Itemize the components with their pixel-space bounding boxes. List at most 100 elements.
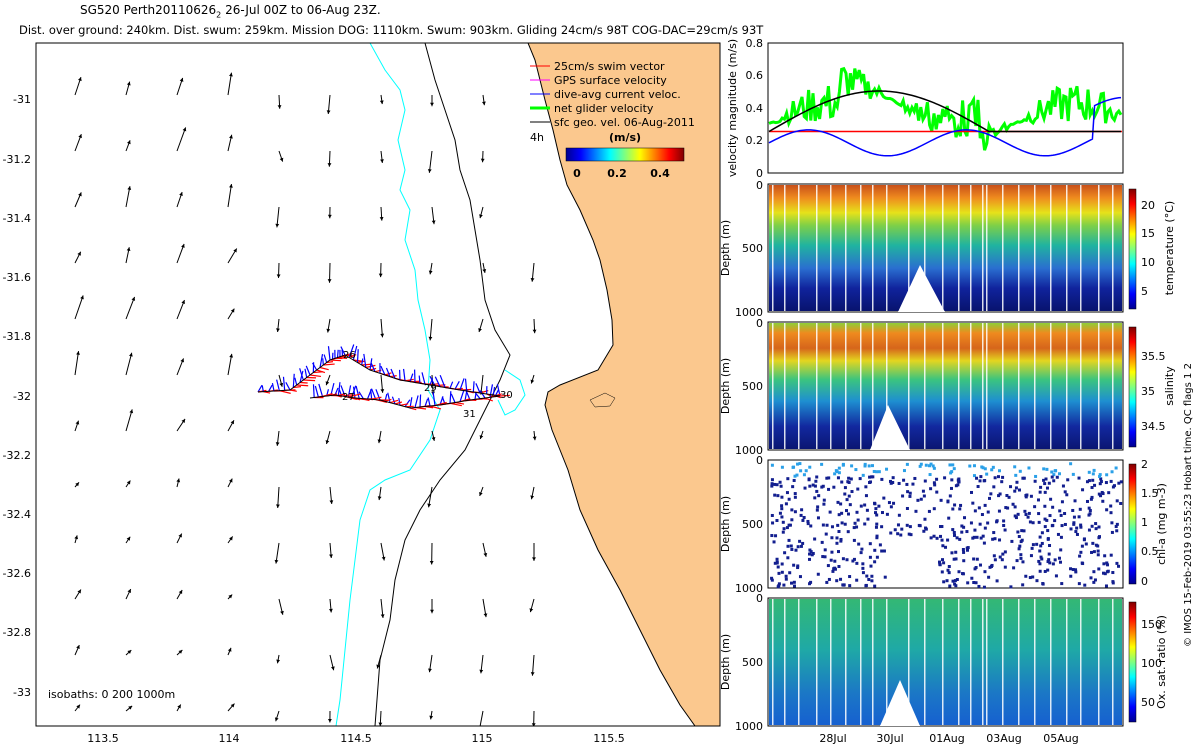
dac-vector <box>492 386 496 396</box>
rottnest-island <box>589 392 616 408</box>
chla-sample <box>977 506 981 510</box>
arrow-head <box>377 439 382 444</box>
chla-sample <box>882 549 886 553</box>
dac-vector <box>299 370 304 383</box>
dac-vector <box>305 365 311 376</box>
ox-depth-500: 500 <box>742 656 763 669</box>
profile-gap <box>958 323 960 449</box>
current-arrow <box>428 150 433 173</box>
chla-sample <box>847 476 851 480</box>
chla-sample <box>773 493 777 497</box>
dac-vector <box>369 358 373 371</box>
arrow-head <box>430 609 434 614</box>
arrow-head <box>279 382 284 387</box>
oxygen-blank-wedge <box>880 680 920 726</box>
chla-sample <box>942 580 946 584</box>
chla-sample <box>880 511 884 515</box>
arrow-head <box>327 163 332 167</box>
chla-sample <box>786 556 790 560</box>
chla-sample <box>1047 481 1051 485</box>
chla-sample <box>1073 499 1077 503</box>
chla-sample <box>1040 541 1044 545</box>
chla-sample <box>784 502 788 506</box>
chla-sample <box>771 521 775 525</box>
chla-sample <box>792 465 796 469</box>
arrow-head <box>380 614 385 618</box>
profile-gap <box>982 323 984 449</box>
chla-sample <box>1093 483 1097 487</box>
profile-gap <box>982 599 984 725</box>
chla-sample <box>793 495 797 499</box>
chla-sample <box>770 463 774 467</box>
chla-sample <box>1074 568 1078 572</box>
chla-sample <box>1016 512 1020 516</box>
chla-sample <box>1048 544 1052 548</box>
chla-sample <box>851 559 855 563</box>
arrow-head <box>77 251 81 256</box>
chla-sample <box>820 462 824 466</box>
chla-sample <box>1077 476 1081 480</box>
chla-sample <box>1091 478 1095 482</box>
chla-sample <box>960 530 964 534</box>
lon-tick-114: 114 <box>219 732 240 745</box>
chla-sample <box>1097 492 1101 496</box>
arrow-head <box>181 243 185 248</box>
ox-cbar-50: 50 <box>1141 696 1155 709</box>
chla-sample <box>1035 542 1039 546</box>
chla-sample <box>816 505 820 509</box>
dac-vector <box>419 394 422 408</box>
dac-vector <box>391 396 396 405</box>
current-arrow <box>125 186 131 208</box>
chla-sample <box>882 496 886 500</box>
chla-sample <box>986 510 990 514</box>
chla-sample <box>951 463 955 467</box>
chla-sample <box>821 555 825 559</box>
chla-sample <box>911 482 915 486</box>
chla-sample <box>1056 532 1060 536</box>
chla-sample <box>1015 480 1019 484</box>
chla-sample <box>835 541 839 545</box>
temp-cbar-5: 5 <box>1141 285 1148 298</box>
dac-vector <box>282 376 286 391</box>
dac-vector <box>363 353 367 368</box>
chla-sample <box>954 484 958 488</box>
arrow-head <box>325 440 330 444</box>
swim-vector <box>361 363 372 366</box>
chla-sample <box>784 574 788 578</box>
chla-sample <box>975 476 979 480</box>
chla-sample <box>941 544 945 548</box>
dac-vector <box>312 384 315 398</box>
chla-sample <box>917 523 921 527</box>
chla-sample <box>899 533 903 537</box>
chla-sample <box>770 484 774 488</box>
chla-sample <box>856 518 860 522</box>
arrow-head <box>327 214 332 219</box>
oxygen-field <box>769 599 1122 725</box>
chla-sample <box>889 531 893 535</box>
chla-sample <box>1043 517 1047 521</box>
chla-sample <box>947 516 951 520</box>
chla-sample <box>1009 585 1013 589</box>
dac-vector <box>390 368 396 379</box>
chla-sample <box>1103 554 1107 558</box>
chla-sample <box>864 494 868 498</box>
chla-sample <box>770 534 774 538</box>
chla-sample <box>1029 554 1033 558</box>
dac-vector <box>402 368 406 381</box>
chla-sample <box>962 525 966 529</box>
map-y-axis: -31 -31.2 -31.4 -31.6 -31.8 -32 -32.2 -3… <box>3 93 31 699</box>
chla-sample <box>770 578 774 582</box>
chla-sample <box>1046 568 1050 572</box>
isobath-200m <box>335 43 441 726</box>
lat-tick-31: -31 <box>13 93 31 106</box>
chla-sample <box>811 483 815 487</box>
dac-vector <box>475 383 481 394</box>
chla-sample <box>987 496 991 500</box>
chla-sample <box>1091 472 1095 476</box>
current-vector-field <box>74 72 537 726</box>
chla-sample <box>824 532 828 536</box>
chla-sample <box>952 467 956 471</box>
chla-sample <box>839 502 843 506</box>
chla-sample <box>1014 473 1018 477</box>
chla-sample <box>902 478 906 482</box>
